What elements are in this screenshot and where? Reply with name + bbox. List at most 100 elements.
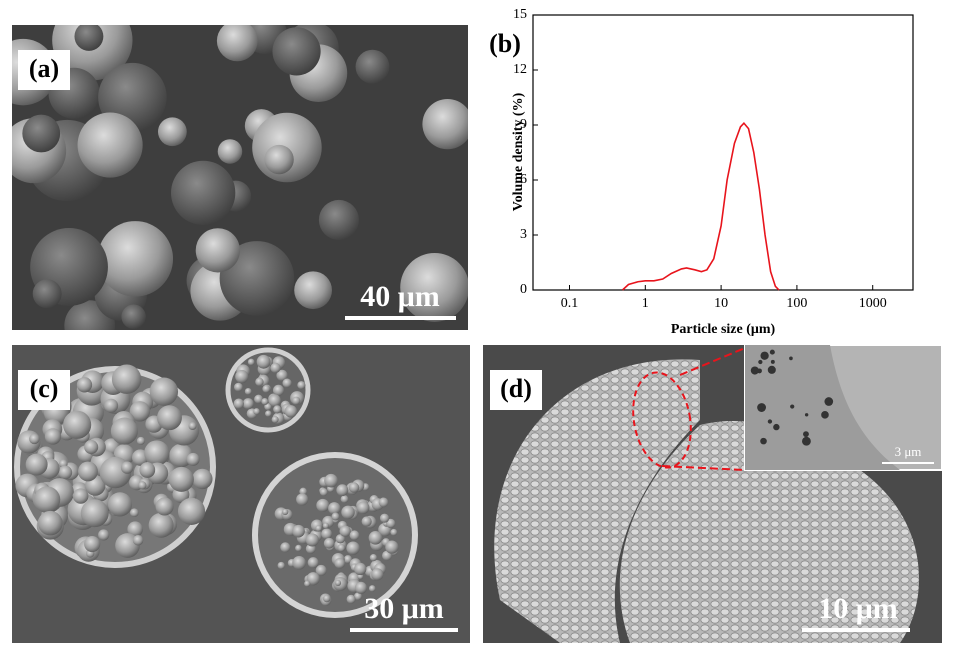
particle — [32, 279, 62, 309]
pore — [767, 365, 776, 374]
x-tick-label: 10 — [714, 296, 728, 311]
particle — [339, 525, 351, 537]
particle — [253, 408, 260, 415]
particle — [139, 462, 156, 478]
particle — [254, 394, 263, 404]
particle — [341, 505, 355, 520]
particle — [255, 377, 264, 387]
particle — [129, 401, 151, 422]
plot-frame — [532, 14, 914, 291]
particle — [29, 433, 40, 445]
pore — [773, 423, 780, 431]
panel-label: (a) — [29, 54, 59, 83]
pore — [803, 431, 809, 438]
particle — [315, 564, 327, 576]
particle — [356, 501, 370, 514]
particle — [80, 499, 109, 528]
particle — [110, 417, 138, 445]
pore — [824, 397, 834, 406]
particle — [294, 271, 333, 310]
y-tick-label: 6 — [520, 172, 527, 187]
particle — [97, 221, 174, 297]
pore — [760, 351, 769, 360]
chart: (b) Particle size (μm) Volume density (%… — [483, 7, 914, 337]
particle — [292, 556, 306, 570]
particle — [104, 398, 119, 413]
particle — [328, 502, 341, 515]
particle — [368, 585, 376, 592]
pore — [789, 356, 793, 361]
particle — [354, 581, 367, 594]
label-box — [490, 370, 542, 410]
particle — [337, 544, 346, 552]
x-axis-title: Particle size (μm) — [671, 322, 776, 337]
particle — [33, 486, 61, 513]
label-box — [18, 50, 70, 90]
data-line — [621, 121, 780, 291]
particle — [144, 440, 170, 466]
sem-image-d — [483, 345, 942, 643]
particle — [242, 398, 254, 410]
panel-label: (c) — [30, 374, 59, 403]
particle — [72, 488, 89, 504]
particle — [346, 594, 356, 604]
panel-label: (b) — [489, 29, 521, 58]
particle — [324, 473, 338, 488]
particle — [233, 398, 245, 409]
particle — [334, 557, 346, 569]
particle — [25, 453, 48, 476]
particle — [74, 25, 104, 51]
particle — [219, 241, 295, 316]
particle — [318, 199, 359, 240]
particle — [78, 461, 98, 482]
pore — [767, 419, 773, 424]
particle — [216, 25, 258, 62]
particle — [84, 535, 101, 553]
particle — [148, 512, 174, 538]
scale-bar-label: 30 μm — [364, 592, 444, 625]
scale-bar-label: 10 μm — [818, 592, 898, 625]
particle — [306, 572, 320, 586]
particle — [276, 369, 288, 382]
particle — [340, 495, 349, 504]
particle — [77, 112, 143, 178]
particle — [335, 534, 346, 544]
particle — [247, 358, 255, 366]
particle — [234, 382, 243, 392]
particle — [354, 592, 362, 601]
y-tick-label: 15 — [513, 7, 527, 22]
sem-image-a — [12, 25, 468, 330]
particle — [371, 568, 384, 581]
particle — [132, 535, 144, 546]
particle — [177, 497, 206, 525]
particle — [262, 385, 271, 393]
particle — [280, 542, 291, 553]
particle — [186, 452, 200, 466]
particle — [400, 253, 468, 322]
pore — [821, 411, 829, 419]
particle — [385, 540, 399, 554]
particle — [217, 139, 243, 164]
pore — [760, 437, 767, 445]
pore — [802, 436, 811, 446]
pore — [790, 404, 795, 409]
pore — [758, 359, 763, 365]
pore — [757, 403, 766, 412]
particle — [127, 521, 143, 537]
particle — [295, 544, 302, 552]
label-box — [18, 370, 70, 410]
y-tick-label: 3 — [520, 227, 527, 242]
particle — [343, 555, 353, 564]
particle — [354, 562, 367, 576]
label-box — [483, 28, 531, 68]
particle — [323, 537, 335, 549]
particle — [98, 529, 110, 541]
particle — [284, 405, 298, 418]
particle — [349, 530, 360, 541]
particle — [336, 484, 349, 497]
particle — [335, 579, 342, 586]
particle — [296, 493, 309, 506]
x-tick-label: 1 — [642, 296, 649, 311]
particle — [121, 304, 146, 329]
